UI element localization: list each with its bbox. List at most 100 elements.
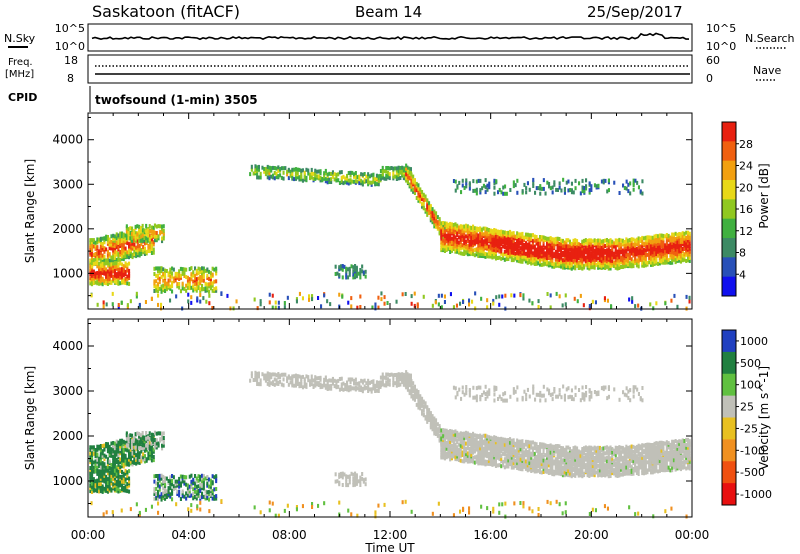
- power-cell: [124, 246, 127, 251]
- power-cell: [614, 265, 617, 270]
- velocity-cell: [512, 438, 515, 443]
- velocity-cell: [502, 437, 505, 442]
- power-cell: [155, 231, 158, 235]
- power-cell: [632, 237, 635, 242]
- power-cell: [579, 253, 582, 258]
- velocity-cell: [509, 437, 512, 442]
- power-cell: [598, 263, 601, 268]
- power-cell: [523, 251, 526, 256]
- power-cell: [178, 285, 181, 290]
- power-cell: [113, 248, 116, 253]
- velocity-cell: [122, 449, 125, 454]
- velocity-cell: [110, 441, 113, 446]
- power-cell: [639, 237, 642, 242]
- power-cell: [528, 298, 531, 303]
- velocity-cell: [468, 442, 471, 446]
- velocity-cell: [92, 445, 95, 450]
- power-cell: [201, 271, 204, 276]
- velocity-cell: [405, 385, 408, 390]
- power-cell: [487, 232, 490, 237]
- velocity-cell: [256, 371, 259, 376]
- power-cell: [131, 255, 134, 260]
- power-cell: [143, 246, 146, 251]
- velocity-cell: [426, 412, 429, 417]
- power-cell: [91, 264, 94, 269]
- power-cell: [314, 171, 317, 176]
- power-cell: [651, 235, 654, 240]
- velocity-cell: [105, 444, 108, 449]
- power-cell: [477, 251, 480, 256]
- power-cell: [277, 174, 280, 179]
- power-cell: [408, 174, 411, 179]
- power-cell: [443, 231, 446, 236]
- power-cell: [124, 278, 127, 283]
- power-cell: [465, 234, 468, 239]
- velocity-cell: [121, 470, 124, 474]
- power-cell: [554, 262, 557, 267]
- power-cell: [637, 244, 640, 249]
- velocity-cell: [89, 445, 92, 450]
- velocity-cell: [388, 378, 391, 383]
- velocity-cell: [103, 462, 106, 467]
- velocity-cell: [94, 479, 97, 484]
- power-cell: [442, 238, 445, 243]
- power-cell: [103, 246, 106, 251]
- power-cell: [169, 298, 172, 303]
- power-cell: [159, 229, 162, 234]
- power-cell: [117, 257, 120, 262]
- velocity-cell: [211, 489, 214, 494]
- power-cell: [417, 198, 420, 203]
- velocity-cell: [254, 374, 257, 379]
- power-cell: [502, 185, 505, 190]
- power-cell: [113, 234, 116, 239]
- power-cell: [636, 180, 639, 185]
- power-cell: [121, 272, 124, 276]
- power-cell: [429, 213, 432, 218]
- velocity-cell: [171, 497, 174, 502]
- power-cell: [283, 305, 286, 310]
- power-cell: [380, 297, 383, 302]
- velocity-cell: [99, 461, 102, 466]
- power-cell: [172, 267, 175, 272]
- power-cell: [185, 288, 188, 293]
- velocity-cell: [181, 489, 184, 494]
- power-cell: [437, 293, 440, 298]
- power-cell: [340, 175, 343, 180]
- power-cell: [584, 245, 587, 250]
- nsky-right-tick-top: 10^5: [706, 22, 736, 35]
- velocity-cell: [164, 486, 167, 491]
- power-cell: [106, 257, 109, 262]
- velocity-cell: [449, 432, 452, 436]
- power-cell: [553, 237, 556, 242]
- power-cell: [401, 165, 404, 170]
- power-cell: [505, 231, 508, 235]
- velocity-cell: [115, 447, 118, 452]
- power-cell: [577, 251, 580, 256]
- power-cell: [112, 254, 115, 259]
- power-cell: [572, 251, 575, 256]
- power-cell: [530, 253, 533, 258]
- power-cell: [92, 244, 95, 249]
- power-cell: [579, 261, 582, 266]
- power-cell: [197, 266, 200, 271]
- power-cell: [421, 197, 424, 201]
- power-cell: [613, 180, 616, 185]
- power-cell: [681, 242, 684, 247]
- power-cell: [92, 281, 95, 285]
- power-cell: [526, 250, 529, 255]
- power-cell: [416, 304, 419, 309]
- power-cell: [479, 243, 482, 248]
- power-cell: [491, 253, 494, 258]
- velocity-cell: [443, 428, 446, 433]
- power-cell: [126, 241, 129, 246]
- velocity-cell: [360, 378, 363, 383]
- velocity-cell: [333, 378, 336, 383]
- velocity-cell: [445, 443, 448, 448]
- power-cell: [510, 248, 513, 253]
- power-cell: [450, 222, 453, 227]
- power-cell: [129, 240, 132, 245]
- power-cell: [345, 272, 348, 277]
- power-cell: [574, 264, 577, 269]
- velocity-cell: [477, 455, 480, 460]
- power-cell: [126, 274, 129, 279]
